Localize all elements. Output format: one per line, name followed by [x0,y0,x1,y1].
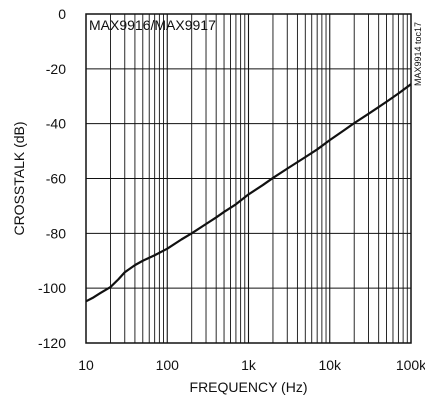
x-tick-label: 100 [156,357,180,373]
x-axis-label: FREQUENCY (Hz) [190,379,308,395]
figure-code: MAX9914 toc17 [413,22,423,86]
series-layer [85,83,412,303]
x-tick-label: 100k [396,357,425,373]
crosstalk-series-line [85,83,412,303]
x-tick-label: 10k [318,357,342,373]
plot-frame [85,13,412,344]
tick-label-layer: 10 100 1k 10k 100k 0 -20 -40 -60 -80 -100 -120 [38,6,425,373]
x-tick-label: 10 [78,357,94,373]
y-tick-label: -120 [38,335,66,351]
y-tick-label: -60 [46,171,66,187]
y-tick-label: -40 [46,116,66,132]
y-axis-label: CROSSTALK (dB) [11,121,27,235]
chart-title: MAX9916/MAX9917 [89,17,216,33]
y-tick-label: -20 [46,61,66,77]
grid-layer [86,14,411,343]
y-tick-label: -80 [46,225,66,241]
x-tick-label: 1k [241,357,257,373]
y-tick-label: 0 [58,6,66,22]
y-tick-label: -100 [38,280,66,296]
